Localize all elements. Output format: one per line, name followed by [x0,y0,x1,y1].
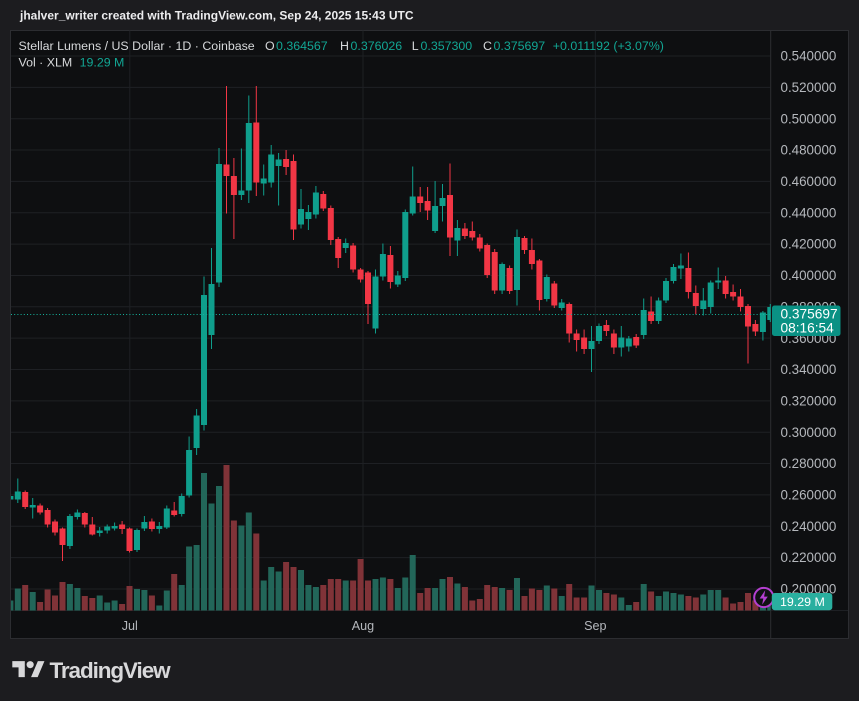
svg-text:0.375697: 0.375697 [494,39,546,53]
svg-text:0.460000: 0.460000 [781,174,837,189]
svg-text:08:16:54: 08:16:54 [781,320,835,335]
svg-text:jhalver_writer created with Tr: jhalver_writer created with TradingView.… [19,9,414,23]
svg-text:0.440000: 0.440000 [781,205,837,220]
svg-text:0.280000: 0.280000 [781,456,837,471]
svg-text:Stellar Lumens / US Dollar · 1: Stellar Lumens / US Dollar · 1D · Coinba… [19,39,255,53]
svg-text:19.29 M: 19.29 M [80,56,125,70]
svg-text:Sep: Sep [584,619,606,633]
svg-text:Vol · XLM: Vol · XLM [19,56,73,70]
svg-text:0.400000: 0.400000 [781,268,837,283]
svg-text:C: C [483,39,492,53]
svg-text:0.320000: 0.320000 [781,393,837,408]
svg-text:0.357300: 0.357300 [421,39,473,53]
svg-text:0.375697: 0.375697 [781,306,838,321]
svg-text:0.200000: 0.200000 [781,582,837,597]
svg-text:0.260000: 0.260000 [781,488,837,503]
svg-text:0.364567: 0.364567 [276,39,328,53]
svg-text:19.29 M: 19.29 M [780,595,825,609]
svg-text:TradingView: TradingView [50,658,172,683]
svg-text:Jul: Jul [122,619,138,633]
svg-text:0.220000: 0.220000 [781,550,837,565]
svg-text:0.520000: 0.520000 [781,80,837,95]
svg-text:L: L [412,39,419,53]
svg-text:0.540000: 0.540000 [781,49,837,64]
svg-text:H: H [340,39,349,53]
svg-text:0.480000: 0.480000 [781,143,837,158]
svg-text:0.300000: 0.300000 [781,425,837,440]
svg-text:0.240000: 0.240000 [781,519,837,534]
svg-text:0.376026: 0.376026 [351,39,403,53]
svg-text:+0.011192 (+3.07%): +0.011192 (+3.07%) [553,39,664,53]
svg-text:Aug: Aug [352,619,374,633]
svg-text:0.420000: 0.420000 [781,237,837,252]
svg-text:O: O [265,39,275,53]
svg-text:0.340000: 0.340000 [781,362,837,377]
svg-text:0.500000: 0.500000 [781,111,837,126]
